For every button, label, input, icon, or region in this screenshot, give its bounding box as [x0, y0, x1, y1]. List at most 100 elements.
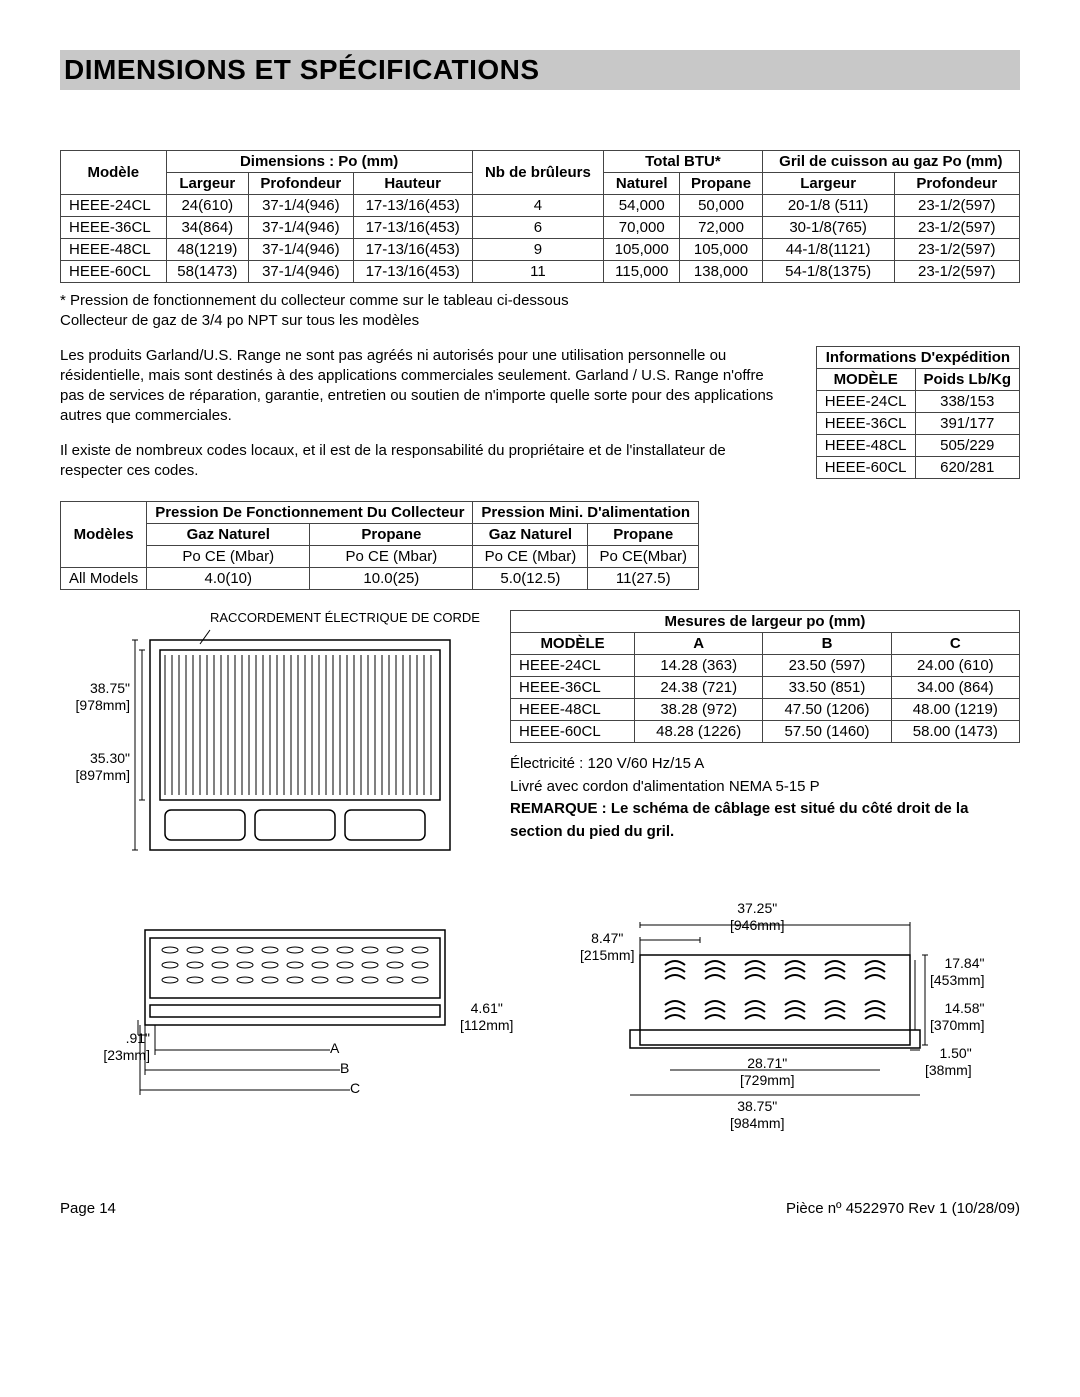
- table-row: HEEE-24CL14.28 (363)23.50 (597)24.00 (61…: [511, 655, 1020, 677]
- press-h2: Pression Mini. D'alimentation: [473, 502, 699, 524]
- electrical-notes: Électricité : 120 V/60 Hz/15 A Livré ave…: [510, 753, 1020, 843]
- dim-s4: 14.58"[370mm]: [930, 1000, 984, 1034]
- table-row: HEEE-60CL58(1473)37-1/4(946)17-13/16(453…: [61, 261, 1020, 283]
- cell: 115,000: [604, 261, 680, 283]
- th-grill: Gril de cuisson au gaz Po (mm): [762, 151, 1019, 173]
- cell: 34.00 (864): [891, 677, 1019, 699]
- cell: 54,000: [604, 195, 680, 217]
- cell: 23-1/2(597): [894, 195, 1019, 217]
- cell: 9: [472, 239, 603, 261]
- ship-title: Informations D'expédition: [816, 346, 1019, 368]
- note-2: Collecteur de gaz de 3/4 po NPT sur tous…: [60, 311, 1020, 331]
- cell: 11: [472, 261, 603, 283]
- dim-s3: 17.84"[453mm]: [930, 955, 984, 989]
- cell: 70,000: [604, 217, 680, 239]
- page-title: DIMENSIONS ET SPÉCIFICATIONS: [64, 54, 1020, 86]
- press-prop2: Propane: [588, 524, 699, 546]
- ship-model: MODÈLE: [816, 368, 915, 390]
- cell: 620/281: [915, 456, 1020, 478]
- cell: 58.00 (1473): [891, 721, 1019, 743]
- cell: HEEE-48CL: [61, 239, 167, 261]
- cell: HEEE-24CL: [816, 390, 915, 412]
- th-gwidth: Largeur: [762, 173, 894, 195]
- table-row: HEEE-48CL505/229: [816, 434, 1019, 456]
- cell: 37-1/4(946): [249, 239, 354, 261]
- table-row: HEEE-48CL38.28 (972)47.50 (1206)48.00 (1…: [511, 699, 1020, 721]
- dim-f2: 4.61"[112mm]: [460, 1000, 513, 1034]
- dim-s5: 28.71"[729mm]: [740, 1055, 794, 1089]
- th-btu: Total BTU*: [604, 151, 763, 173]
- diagram-side: 8.47"[215mm] 37.25"[946mm] 17.84"[453mm]…: [570, 910, 1020, 1130]
- cell: 58(1473): [166, 261, 248, 283]
- dim-b: B: [340, 1060, 349, 1077]
- cell: 33.50 (851): [763, 677, 891, 699]
- cell: HEEE-48CL: [816, 434, 915, 456]
- cell: HEEE-24CL: [511, 655, 635, 677]
- th-propane: Propane: [680, 173, 762, 195]
- elec-1: Électricité : 120 V/60 Hz/15 A: [510, 753, 1020, 776]
- cell: 391/177: [915, 412, 1020, 434]
- cell: 105,000: [680, 239, 762, 261]
- cell: 48(1219): [166, 239, 248, 261]
- cell: 24(610): [166, 195, 248, 217]
- cell: 23-1/2(597): [894, 261, 1019, 283]
- press-row-3: 5.0(12.5): [473, 568, 588, 590]
- press-u2: Po CE (Mbar): [310, 546, 473, 568]
- table-row: HEEE-36CL24.38 (721)33.50 (851)34.00 (86…: [511, 677, 1020, 699]
- press-nat1: Gaz Naturel: [147, 524, 310, 546]
- cell: 50,000: [680, 195, 762, 217]
- table-row: HEEE-60CL48.28 (1226)57.50 (1460)58.00 (…: [511, 721, 1020, 743]
- cell: 24.38 (721): [635, 677, 763, 699]
- pressure-table: Modèles Pression De Fonctionnement Du Co…: [60, 501, 699, 590]
- press-row-model: All Models: [61, 568, 147, 590]
- width-table: Mesures de largeur po (mm) MODÈLE A B C …: [510, 610, 1020, 743]
- diagram-front: .91"[23mm] A B C 4.61"[112mm]: [60, 910, 550, 1120]
- cell: 23.50 (597): [763, 655, 891, 677]
- th-gdepth: Profondeur: [894, 173, 1019, 195]
- title-bar: DIMENSIONS ET SPÉCIFICATIONS: [60, 50, 1020, 90]
- shipping-table: Informations D'expédition MODÈLE Poids L…: [816, 346, 1020, 479]
- width-b: B: [763, 633, 891, 655]
- diagram-top: RACCORDEMENT ÉLECTRIQUE DE CORDE 38.75"[…: [60, 610, 480, 890]
- cell: 72,000: [680, 217, 762, 239]
- cell: HEEE-36CL: [61, 217, 167, 239]
- table-row: HEEE-48CL48(1219)37-1/4(946)17-13/16(453…: [61, 239, 1020, 261]
- table-row: HEEE-24CL338/153: [816, 390, 1019, 412]
- cell: 23-1/2(597): [894, 217, 1019, 239]
- spec-table: Modèle Dimensions : Po (mm) Nb de brûleu…: [60, 150, 1020, 283]
- cell: 6: [472, 217, 603, 239]
- note-1: * Pression de fonctionnement du collecte…: [60, 291, 1020, 311]
- press-prop1: Propane: [310, 524, 473, 546]
- th-height: Hauteur: [353, 173, 472, 195]
- th-burners: Nb de brûleurs: [472, 151, 603, 195]
- cell: 37-1/4(946): [249, 261, 354, 283]
- cell: 17-13/16(453): [353, 195, 472, 217]
- paragraph-2: Il existe de nombreux codes locaux, et i…: [60, 441, 776, 482]
- table-row: HEEE-60CL620/281: [816, 456, 1019, 478]
- paragraph-1: Les produits Garland/U.S. Range ne sont …: [60, 346, 776, 427]
- cell: HEEE-60CL: [61, 261, 167, 283]
- cell: 20-1/8 (511): [762, 195, 894, 217]
- width-title: Mesures de largeur po (mm): [511, 611, 1020, 633]
- cell: HEEE-24CL: [61, 195, 167, 217]
- footer: Page 14 Pièce nº 4522970 Rev 1 (10/28/09…: [60, 1170, 1020, 1217]
- th-dimensions: Dimensions : Po (mm): [166, 151, 472, 173]
- cord-label: RACCORDEMENT ÉLECTRIQUE DE CORDE: [210, 610, 480, 626]
- table-row: HEEE-24CL24(610)37-1/4(946)17-13/16(453)…: [61, 195, 1020, 217]
- cell: 17-13/16(453): [353, 239, 472, 261]
- cell: 30-1/8(765): [762, 217, 894, 239]
- cell: 34(864): [166, 217, 248, 239]
- press-row-1: 4.0(10): [147, 568, 310, 590]
- press-models: Modèles: [61, 502, 147, 568]
- cell: 17-13/16(453): [353, 261, 472, 283]
- press-u3: Po CE (Mbar): [473, 546, 588, 568]
- cell: 47.50 (1206): [763, 699, 891, 721]
- cell: 48.28 (1226): [635, 721, 763, 743]
- cell: HEEE-36CL: [511, 677, 635, 699]
- ship-weight: Poids Lb/Kg: [915, 368, 1020, 390]
- table-row: HEEE-36CL391/177: [816, 412, 1019, 434]
- cell: 23-1/2(597): [894, 239, 1019, 261]
- press-u1: Po CE (Mbar): [147, 546, 310, 568]
- cell: 37-1/4(946): [249, 217, 354, 239]
- elec-2: Livré avec cordon d'alimentation NEMA 5-…: [510, 776, 1020, 799]
